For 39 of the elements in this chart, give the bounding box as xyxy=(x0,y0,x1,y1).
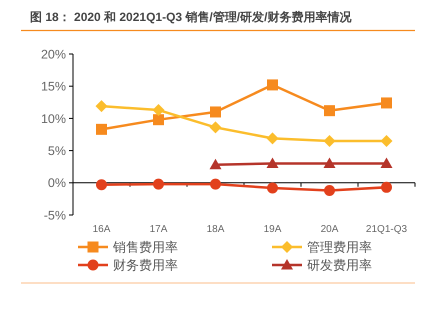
point xyxy=(381,97,392,108)
point xyxy=(324,185,335,196)
point xyxy=(266,132,278,144)
point xyxy=(96,100,108,112)
point xyxy=(380,157,392,168)
point xyxy=(210,106,221,118)
legend-label: 财务费用率 xyxy=(113,258,178,273)
y-tick-label: 10% xyxy=(40,112,66,126)
point xyxy=(324,105,335,116)
chart-title: 图 18： 2020 和 2021Q1-Q3 销售/管理/研发/财务费用率情况 xyxy=(30,10,352,24)
y-tick-label: 0% xyxy=(48,176,66,190)
point xyxy=(152,104,164,116)
x-tick-label: 18A xyxy=(206,224,225,235)
legend-label: 销售费用率 xyxy=(112,240,178,255)
point xyxy=(96,179,107,190)
point xyxy=(210,178,221,190)
y-tick-label: 20% xyxy=(40,47,66,62)
point xyxy=(153,114,164,126)
point xyxy=(96,124,107,135)
x-tick-label: 17A xyxy=(150,224,168,235)
point xyxy=(324,157,336,168)
y-tick-label: -5% xyxy=(44,208,66,222)
x-tick-label: 20A xyxy=(320,224,339,235)
point xyxy=(210,121,222,134)
point xyxy=(267,79,278,90)
x-tick-label: 19A xyxy=(264,224,282,235)
y-tick-label: 5% xyxy=(48,144,66,158)
point xyxy=(267,182,278,194)
x-tick-label: 21Q1-Q3 xyxy=(366,224,408,235)
x-tick-label: 16A xyxy=(92,224,111,235)
y-tick-label: 15% xyxy=(40,80,66,94)
point xyxy=(210,158,222,170)
point xyxy=(381,182,392,193)
legend-label: 研发费用率 xyxy=(307,258,372,273)
point xyxy=(153,178,164,190)
point xyxy=(266,157,278,168)
legend-label: 管理费用率 xyxy=(307,240,372,255)
point xyxy=(324,134,336,147)
point xyxy=(380,134,392,147)
